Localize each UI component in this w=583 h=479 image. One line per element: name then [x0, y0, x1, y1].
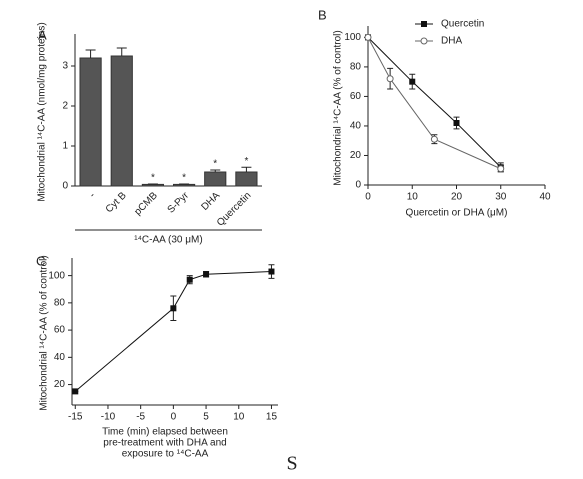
x-tick-label: 0 [365, 192, 371, 203]
y-axis-label: Mitochondrial ¹⁴C-AA (nmol/mg proteins) [37, 22, 48, 201]
x-axis-label: Quercetin or DHA (μM) [406, 208, 508, 219]
y-tick-label: 20 [350, 150, 362, 161]
y-tick-label: 40 [54, 352, 66, 363]
x-axis-label: exposure to ¹⁴C-AA [122, 449, 209, 460]
significance-mark: * [244, 156, 248, 167]
significance-mark: * [182, 173, 186, 184]
y-tick-label: 60 [54, 325, 66, 336]
x-tick-label: DHA [200, 190, 223, 213]
marker [430, 135, 438, 143]
error-bar [210, 169, 221, 172]
x-tick-label: 0 [171, 412, 177, 423]
footer-letter: S [286, 453, 297, 475]
marker [453, 120, 460, 126]
error-bar [241, 166, 252, 172]
y-tick-label: 20 [54, 379, 66, 390]
bar [172, 183, 196, 187]
x-tick-label: Cyt B [104, 190, 129, 215]
bar [204, 171, 227, 187]
y-tick-label: 100 [344, 32, 361, 43]
x-tick-label: 15 [266, 412, 278, 423]
x-tick-label: 40 [539, 192, 551, 203]
y-tick-label: 100 [48, 270, 65, 281]
series-line [367, 37, 502, 168]
x-tick-label: 10 [407, 192, 419, 203]
marker [409, 78, 416, 85]
bar [235, 171, 258, 187]
legend-label: Quercetin [441, 19, 484, 30]
marker [364, 33, 372, 41]
x-axis-label: Time (min) elapsed between [102, 427, 228, 438]
legend-marker [420, 37, 428, 45]
significance-mark: * [151, 173, 155, 184]
bar [110, 55, 133, 187]
marker [186, 276, 193, 283]
y-tick-label: 80 [350, 62, 362, 73]
y-axis-label: Mitochondrial ¹⁴C-AA (% of control) [39, 255, 50, 410]
bar [141, 183, 165, 187]
y-tick-label: 0 [62, 181, 68, 192]
y-tick-label: 3 [62, 61, 68, 72]
error-bar [85, 49, 96, 58]
series-line [74, 271, 272, 392]
x-tick-label: -15 [68, 412, 83, 423]
marker [386, 75, 394, 83]
x-axis-label: ¹⁴C-AA (30 μM) [134, 235, 202, 246]
marker [170, 305, 177, 312]
marker [203, 271, 210, 278]
y-axis-label: Mitochondrial ¹⁴C-AA (% of control) [333, 30, 344, 185]
y-tick-label: 80 [54, 297, 66, 308]
x-tick-label: Quercetin [215, 190, 253, 228]
y-tick-label: 60 [350, 91, 362, 102]
series-line [367, 37, 501, 170]
panel-label: B [318, 7, 327, 22]
x-tick-label: 5 [203, 412, 209, 423]
y-tick-label: 0 [355, 180, 361, 191]
bar [79, 57, 102, 187]
y-tick-label: 2 [62, 101, 68, 112]
marker [497, 165, 505, 173]
x-axis-label: pre-treatment with DHA and [103, 438, 226, 449]
x-tick-label: S-Pyr [166, 190, 192, 216]
x-tick-label: -5 [136, 412, 145, 423]
marker [268, 268, 275, 275]
legend-label: DHA [441, 36, 462, 47]
y-tick-label: 1 [62, 141, 68, 152]
marker [72, 388, 79, 395]
x-tick-label: -10 [101, 412, 116, 423]
legend-marker [421, 21, 427, 27]
panel-label: C [36, 253, 45, 268]
y-tick-label: 40 [350, 121, 362, 132]
significance-mark: * [213, 159, 217, 170]
x-tick-label: 10 [233, 412, 245, 423]
x-tick-label: 30 [495, 192, 507, 203]
error-bar [116, 47, 127, 56]
x-tick-label: - [87, 190, 97, 200]
panel-label: A [38, 27, 47, 42]
x-tick-label: 20 [451, 192, 463, 203]
x-tick-label: pCMB [132, 190, 160, 218]
